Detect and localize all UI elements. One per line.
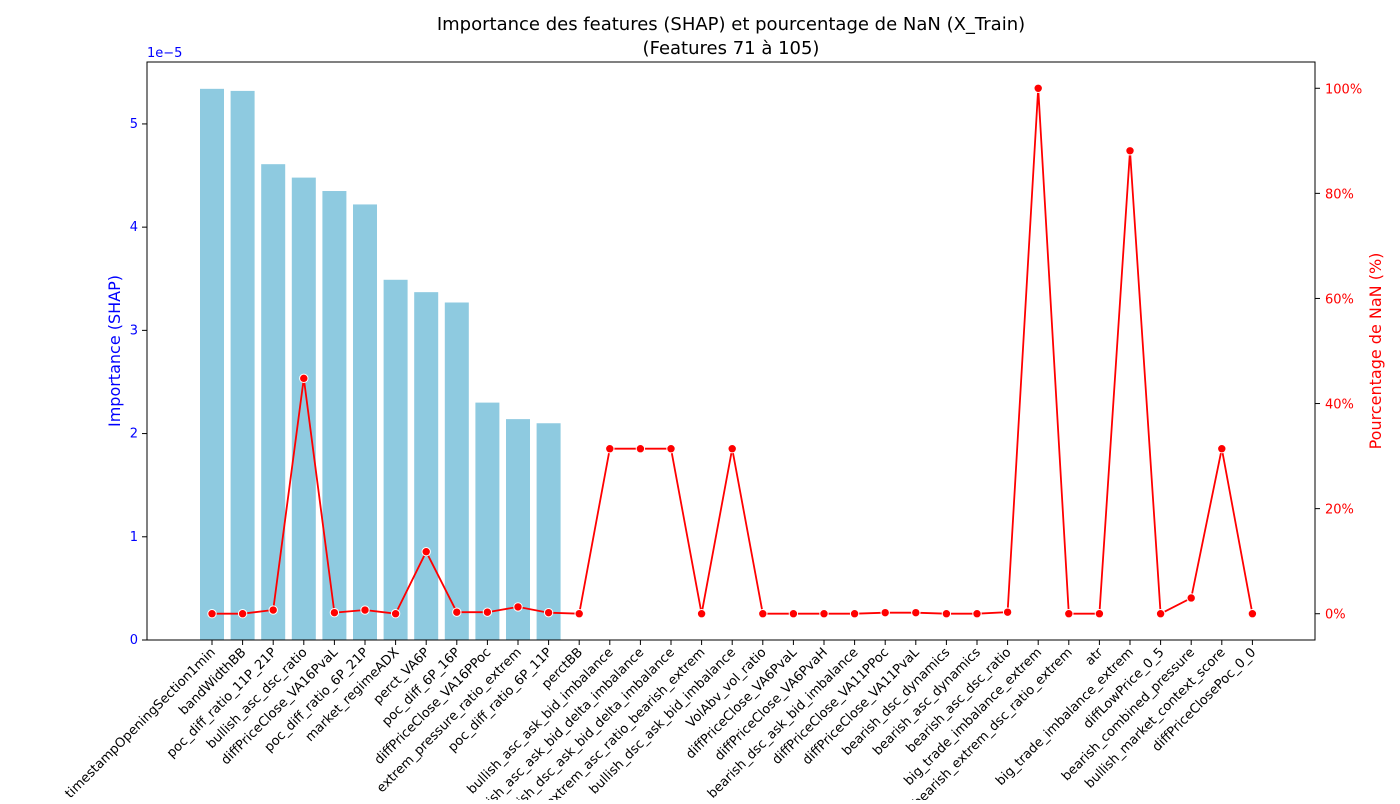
left-tick-label: 1 bbox=[130, 530, 138, 545]
nan-point bbox=[452, 607, 462, 617]
nan-point bbox=[727, 444, 737, 454]
nan-point bbox=[513, 602, 523, 612]
nan-point bbox=[635, 444, 646, 454]
bar bbox=[291, 177, 316, 640]
nan-point bbox=[1125, 146, 1135, 156]
nan-point bbox=[666, 444, 676, 454]
bar bbox=[261, 164, 286, 641]
nan-point bbox=[360, 605, 370, 615]
bar bbox=[383, 279, 408, 640]
nan-point bbox=[482, 607, 493, 617]
nan-point bbox=[543, 607, 554, 618]
nan-point bbox=[1033, 83, 1043, 93]
left-tick-label: 2 bbox=[130, 427, 138, 442]
left-tick-label: 5 bbox=[130, 117, 138, 132]
bar bbox=[322, 191, 347, 640]
nan-point bbox=[1217, 444, 1227, 454]
right-axis: 0% 20% 40% 60% 80% 100% bbox=[1315, 82, 1362, 623]
right-tick-label: 100% bbox=[1325, 82, 1362, 97]
nan-point bbox=[849, 609, 860, 619]
left-tick-label: 0 bbox=[130, 633, 138, 648]
nan-point bbox=[1064, 609, 1074, 619]
nan-point bbox=[880, 607, 890, 618]
nan-point bbox=[696, 609, 707, 619]
nan-point bbox=[758, 609, 768, 619]
left-tick-label: 3 bbox=[130, 323, 138, 338]
nan-point bbox=[1002, 607, 1013, 617]
left-axis: 0 1 2 3 4 5 bbox=[130, 117, 147, 648]
x-tick-label: atr bbox=[1083, 645, 1107, 669]
nan-point bbox=[1247, 609, 1258, 619]
nan-point bbox=[941, 609, 952, 619]
bar bbox=[353, 204, 377, 640]
bar bbox=[444, 302, 469, 640]
nan-point bbox=[819, 609, 829, 619]
chart-title-line2: (Features 71 à 105) bbox=[643, 38, 820, 59]
right-tick-label: 40% bbox=[1325, 398, 1354, 413]
chart-title-line1: Importance des features (SHAP) et pource… bbox=[437, 14, 1025, 35]
nan-point bbox=[207, 609, 217, 619]
x-axis: timestampOpeningSection1minbandWidthBBpo… bbox=[63, 640, 1259, 804]
nan-point bbox=[574, 609, 584, 619]
nan-point bbox=[299, 373, 309, 384]
x-tick-label: bearish_combined_pressure bbox=[1059, 645, 1198, 784]
bars-layer bbox=[200, 88, 561, 641]
nan-point bbox=[421, 547, 431, 557]
nan-point bbox=[1094, 609, 1105, 619]
right-tick-label: 20% bbox=[1325, 503, 1354, 518]
nan-point bbox=[237, 609, 248, 619]
nan-point bbox=[1186, 593, 1196, 603]
right-tick-label: 60% bbox=[1325, 292, 1354, 307]
bar bbox=[230, 90, 255, 640]
right-tick-label: 80% bbox=[1325, 187, 1354, 202]
bar bbox=[475, 402, 500, 640]
nan-point bbox=[329, 607, 340, 618]
left-axis-offset-label: 1e−5 bbox=[147, 46, 182, 61]
nan-point bbox=[268, 605, 278, 615]
line-layer bbox=[207, 83, 1258, 619]
bar bbox=[200, 88, 224, 641]
plot-frame bbox=[146, 61, 1316, 641]
nan-point bbox=[390, 609, 401, 619]
left-tick-label: 4 bbox=[130, 220, 138, 235]
left-axis-label: Importance (SHAP) bbox=[105, 275, 124, 427]
right-tick-label: 0% bbox=[1325, 608, 1346, 623]
right-axis-label: Pourcentage de NaN (%) bbox=[1366, 253, 1385, 450]
nan-point bbox=[972, 609, 982, 619]
nan-point bbox=[1155, 609, 1166, 619]
nan-point bbox=[605, 444, 615, 454]
nan-point bbox=[788, 609, 799, 619]
bar bbox=[536, 423, 561, 640]
nan-point bbox=[911, 607, 921, 618]
bar bbox=[414, 292, 439, 640]
